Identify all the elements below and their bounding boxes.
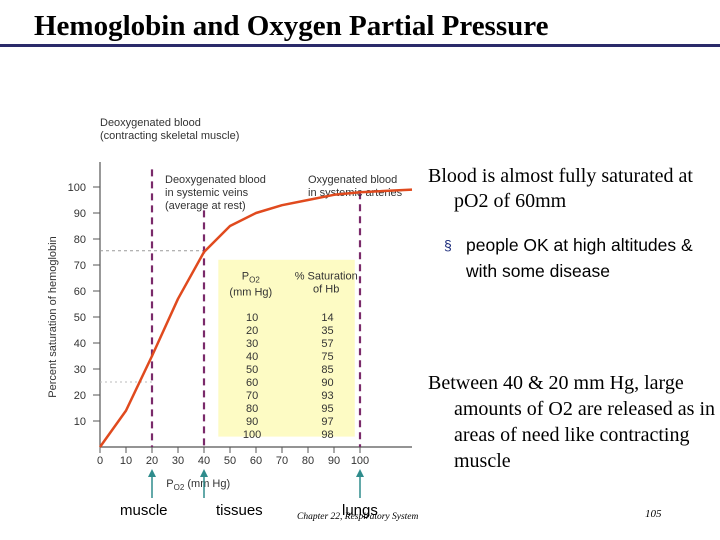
x-axis-title: PO2 (mm Hg) xyxy=(166,478,230,492)
x-tick-label: 80 xyxy=(302,455,314,467)
reference-line-label: Deoxygenated blood (contracting skeletal … xyxy=(100,117,239,142)
y-tick-label: 80 xyxy=(74,234,86,246)
table-header: % Saturation of Hb xyxy=(295,270,358,295)
table-cell-po2: 20 xyxy=(246,325,258,337)
x-tick-label: 20 xyxy=(146,455,158,467)
bullet-release-text: Between 40 & 20 mm Hg, large amounts of … xyxy=(428,372,716,472)
y-tick-label: 90 xyxy=(74,208,86,220)
footer-chapter: Chapter 22, Respiratory System xyxy=(297,512,419,522)
reference-line-label: Deoxygenated blood in systemic veins (aver… xyxy=(165,174,266,212)
y-tick-label: 20 xyxy=(74,390,86,402)
bullet-saturation-text: Blood is almost fully saturated at pO2 o… xyxy=(428,165,693,212)
y-tick-label: 30 xyxy=(74,364,86,376)
y-tick-label: 40 xyxy=(74,338,86,350)
table-cell-saturation: 97 xyxy=(321,416,333,428)
y-tick-label: 50 xyxy=(74,312,86,324)
table-cell-saturation: 14 xyxy=(321,312,333,324)
sub-bullet-altitude-text: people OK at high altitudes & with some … xyxy=(466,235,693,281)
x-tick-label: 70 xyxy=(276,455,288,467)
label-lungs: lungs xyxy=(342,502,378,519)
table-cell-po2: 30 xyxy=(246,338,258,350)
x-tick-label: 60 xyxy=(250,455,262,467)
table-cell-po2: 100 xyxy=(243,429,261,441)
title-rule xyxy=(0,44,720,47)
table-cell-po2: 80 xyxy=(246,403,258,415)
table-cell-saturation: 57 xyxy=(321,338,333,350)
y-tick-label: 10 xyxy=(74,416,86,428)
table-cell-po2: 10 xyxy=(246,312,258,324)
label-muscle: muscle xyxy=(120,502,168,519)
table-cell-po2: 40 xyxy=(246,351,258,363)
pointer-arrow-icon xyxy=(200,469,208,477)
table-cell-po2: 90 xyxy=(246,416,258,428)
bullet-saturation: Blood is almost fully saturated at pO2 o… xyxy=(428,164,713,214)
label-tissues: tissues xyxy=(216,502,263,519)
slide-title: Hemoglobin and Oxygen Partial Pressure xyxy=(34,10,549,42)
data-table-background xyxy=(218,259,355,437)
table-cell-po2: 70 xyxy=(246,390,258,402)
x-tick-label: 100 xyxy=(351,455,369,467)
table-cell-saturation: 95 xyxy=(321,403,333,415)
reference-line-label: Oxygenated blood in systemic arteries xyxy=(308,174,403,199)
pointer-arrow-icon xyxy=(356,469,364,477)
table-cell-saturation: 98 xyxy=(321,429,333,441)
x-tick-label: 90 xyxy=(328,455,340,467)
x-tick-label: 50 xyxy=(224,455,236,467)
table-cell-saturation: 75 xyxy=(321,351,333,363)
x-tick-label: 10 xyxy=(120,455,132,467)
dissociation-curve xyxy=(98,188,413,448)
sub-bullet-altitude: § people OK at high altitudes & with som… xyxy=(444,233,711,284)
y-axis-title: Percent saturation of hemoglobin xyxy=(47,236,59,397)
page-number: 105 xyxy=(645,508,662,520)
x-tick-label: 0 xyxy=(97,455,103,467)
table-cell-saturation: 90 xyxy=(321,377,333,389)
table-cell-po2: 60 xyxy=(246,377,258,389)
y-tick-label: 70 xyxy=(74,260,86,272)
table-header: PO2 (mm Hg) xyxy=(229,270,272,298)
table-cell-saturation: 35 xyxy=(321,325,333,337)
x-tick-label: 30 xyxy=(172,455,184,467)
bullet-release: Between 40 & 20 mm Hg, large amounts of … xyxy=(428,370,716,474)
y-tick-label: 60 xyxy=(74,286,86,298)
x-tick-label: 40 xyxy=(198,455,210,467)
table-cell-po2: 50 xyxy=(246,364,258,376)
table-cell-saturation: 93 xyxy=(321,390,333,402)
pointer-arrow-icon xyxy=(148,469,156,477)
bullet-marker-icon: § xyxy=(444,237,452,253)
y-tick-label: 100 xyxy=(68,182,86,194)
table-cell-saturation: 85 xyxy=(321,364,333,376)
